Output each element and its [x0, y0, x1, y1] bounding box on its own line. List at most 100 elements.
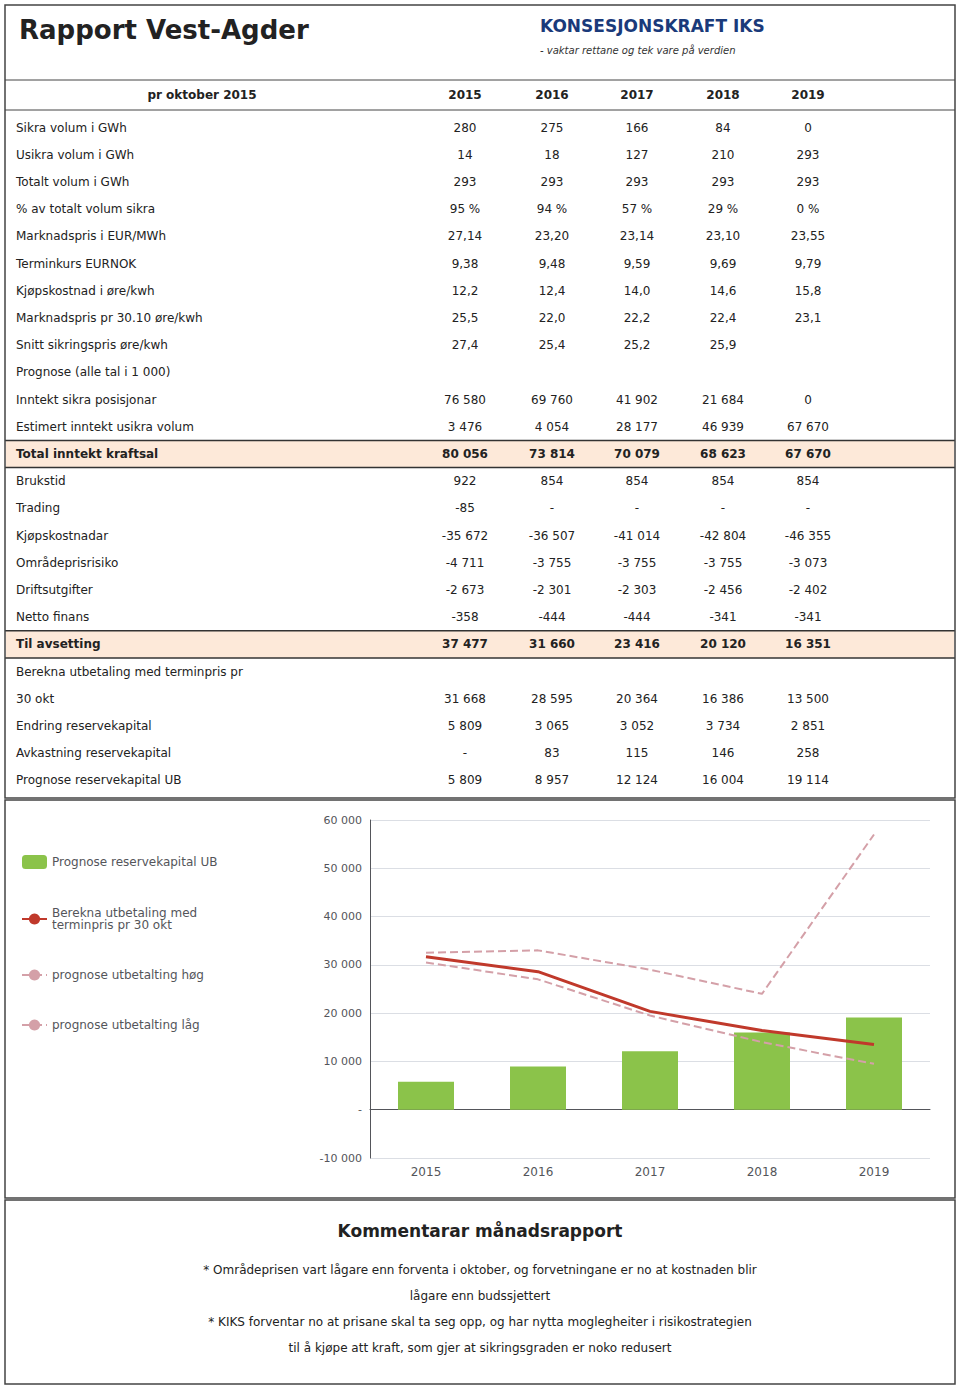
svg-text:30 000: 30 000 — [324, 958, 363, 971]
svg-text:275: 275 — [541, 121, 564, 135]
svg-text:4 054: 4 054 — [535, 420, 569, 434]
svg-text:68 623: 68 623 — [700, 447, 746, 461]
svg-text:Driftsutgifter: Driftsutgifter — [16, 583, 93, 597]
svg-text:Kommentarar månadsrapport: Kommentarar månadsrapport — [338, 1220, 623, 1241]
svg-text:-42 804: -42 804 — [700, 529, 746, 543]
svg-text:2019: 2019 — [859, 1165, 890, 1179]
svg-text:Områdeprisrisiko: Områdeprisrisiko — [16, 556, 118, 570]
svg-text:2017: 2017 — [620, 88, 653, 102]
svg-text:-36 507: -36 507 — [529, 529, 575, 543]
svg-text:Usikra volum i GWh: Usikra volum i GWh — [16, 148, 134, 162]
svg-text:-341: -341 — [794, 610, 821, 624]
svg-text:20 364: 20 364 — [616, 692, 658, 706]
svg-text:258: 258 — [797, 746, 820, 760]
svg-text:73 814: 73 814 — [529, 447, 575, 461]
svg-text:Terminkurs EURNOK: Terminkurs EURNOK — [15, 257, 137, 271]
svg-text:Snitt sikringspris øre/kwh: Snitt sikringspris øre/kwh — [16, 338, 168, 352]
svg-text:115: 115 — [626, 746, 649, 760]
svg-text:-41 014: -41 014 — [614, 529, 660, 543]
svg-text:16 351: 16 351 — [785, 637, 831, 651]
svg-text:Avkastning reservekapital: Avkastning reservekapital — [16, 746, 171, 760]
svg-text:-358: -358 — [451, 610, 478, 624]
svg-text:280: 280 — [454, 121, 477, 135]
svg-text:854: 854 — [797, 474, 820, 488]
svg-text:30 okt: 30 okt — [16, 692, 54, 706]
svg-text:27,14: 27,14 — [448, 229, 482, 243]
svg-text:til å kjøpe att kraft, som gje: til å kjøpe att kraft, som gjer at sikri… — [289, 1341, 672, 1355]
svg-text:23,55: 23,55 — [791, 229, 825, 243]
svg-text:293: 293 — [712, 175, 735, 189]
svg-text:83: 83 — [544, 746, 559, 760]
svg-text:-: - — [358, 1103, 362, 1116]
svg-text:60 000: 60 000 — [324, 814, 363, 827]
svg-text:854: 854 — [541, 474, 564, 488]
svg-text:-2 303: -2 303 — [618, 583, 657, 597]
svg-text:3 065: 3 065 — [535, 719, 569, 733]
svg-text:922: 922 — [454, 474, 477, 488]
svg-text:Endring reservekapital: Endring reservekapital — [16, 719, 152, 733]
svg-text:-2 301: -2 301 — [533, 583, 572, 597]
svg-text:25,2: 25,2 — [624, 338, 651, 352]
svg-text:25,5: 25,5 — [452, 311, 479, 325]
svg-text:Rapport Vest-Agder: Rapport Vest-Agder — [19, 15, 309, 45]
svg-text:Prognose reservekapital UB: Prognose reservekapital UB — [52, 855, 217, 869]
svg-text:-4 711: -4 711 — [446, 556, 485, 570]
svg-text:10 000: 10 000 — [324, 1055, 363, 1068]
svg-text:16 386: 16 386 — [702, 692, 744, 706]
svg-text:22,0: 22,0 — [539, 311, 566, 325]
svg-text:Berekna utbetaling med terminp: Berekna utbetaling med terminpris pr — [16, 665, 243, 679]
svg-text:2016: 2016 — [523, 1165, 554, 1179]
svg-text:Marknadspris pr 30.10 øre/kwh: Marknadspris pr 30.10 øre/kwh — [16, 311, 203, 325]
svg-text:40 000: 40 000 — [324, 910, 363, 923]
svg-text:-: - — [806, 501, 810, 515]
svg-text:-: - — [550, 501, 554, 515]
svg-text:Estimert inntekt usikra volum: Estimert inntekt usikra volum — [16, 420, 194, 434]
svg-text:-35 672: -35 672 — [442, 529, 488, 543]
svg-text:22,2: 22,2 — [624, 311, 651, 325]
svg-text:Prognose (alle tal i 1 000): Prognose (alle tal i 1 000) — [16, 365, 170, 379]
svg-text:-85: -85 — [455, 501, 475, 515]
svg-text:8 957: 8 957 — [535, 773, 569, 787]
svg-text:80 056: 80 056 — [442, 447, 488, 461]
svg-text:293: 293 — [797, 175, 820, 189]
svg-text:31 660: 31 660 — [529, 637, 575, 651]
svg-text:Prognose reservekapital UB: Prognose reservekapital UB — [16, 773, 181, 787]
svg-text:* Områdeprisen vart lågare enn: * Områdeprisen vart lågare enn forventa … — [203, 1263, 757, 1277]
svg-text:2015: 2015 — [448, 88, 481, 102]
svg-text:69 760: 69 760 — [531, 393, 573, 407]
svg-text:Kjøpskostnad i øre/kwh: Kjøpskostnad i øre/kwh — [16, 284, 155, 298]
svg-text:Netto finans: Netto finans — [16, 610, 89, 624]
svg-text:166: 166 — [626, 121, 649, 135]
svg-text:22,4: 22,4 — [710, 311, 737, 325]
svg-text:5 809: 5 809 — [448, 719, 482, 733]
svg-text:0: 0 — [804, 393, 812, 407]
svg-text:41 902: 41 902 — [616, 393, 658, 407]
svg-text:50 000: 50 000 — [324, 862, 363, 875]
svg-text:2018: 2018 — [747, 1165, 778, 1179]
svg-text:* KIKS forventar no at prisane: * KIKS forventar no at prisane skal ta s… — [208, 1315, 752, 1329]
svg-text:16 004: 16 004 — [702, 773, 744, 787]
svg-text:Sikra volum i GWh: Sikra volum i GWh — [16, 121, 127, 135]
svg-text:Inntekt sikra posisjonar: Inntekt sikra posisjonar — [16, 393, 156, 407]
svg-text:854: 854 — [626, 474, 649, 488]
svg-text:20 000: 20 000 — [324, 1007, 363, 1020]
svg-text:95 %: 95 % — [450, 202, 481, 216]
svg-text:- vaktar rettane og tek vare p: - vaktar rettane og tek vare på verdien — [540, 44, 736, 56]
svg-text:67 670: 67 670 — [787, 420, 829, 434]
svg-text:2 851: 2 851 — [791, 719, 825, 733]
svg-text:Total inntekt kraftsal: Total inntekt kraftsal — [16, 447, 158, 461]
svg-text:prognose utbetalting høg: prognose utbetalting høg — [52, 968, 204, 982]
svg-text:293: 293 — [454, 175, 477, 189]
svg-text:0: 0 — [804, 121, 812, 135]
svg-text:2019: 2019 — [791, 88, 824, 102]
svg-text:25,4: 25,4 — [539, 338, 566, 352]
svg-text:23,14: 23,14 — [620, 229, 654, 243]
svg-text:23,1: 23,1 — [795, 311, 822, 325]
svg-text:-341: -341 — [709, 610, 736, 624]
svg-text:854: 854 — [712, 474, 735, 488]
svg-text:76 580: 76 580 — [444, 393, 486, 407]
svg-text:-: - — [463, 746, 467, 760]
svg-text:293: 293 — [541, 175, 564, 189]
svg-text:12 124: 12 124 — [616, 773, 658, 787]
svg-text:Trading: Trading — [15, 501, 60, 515]
